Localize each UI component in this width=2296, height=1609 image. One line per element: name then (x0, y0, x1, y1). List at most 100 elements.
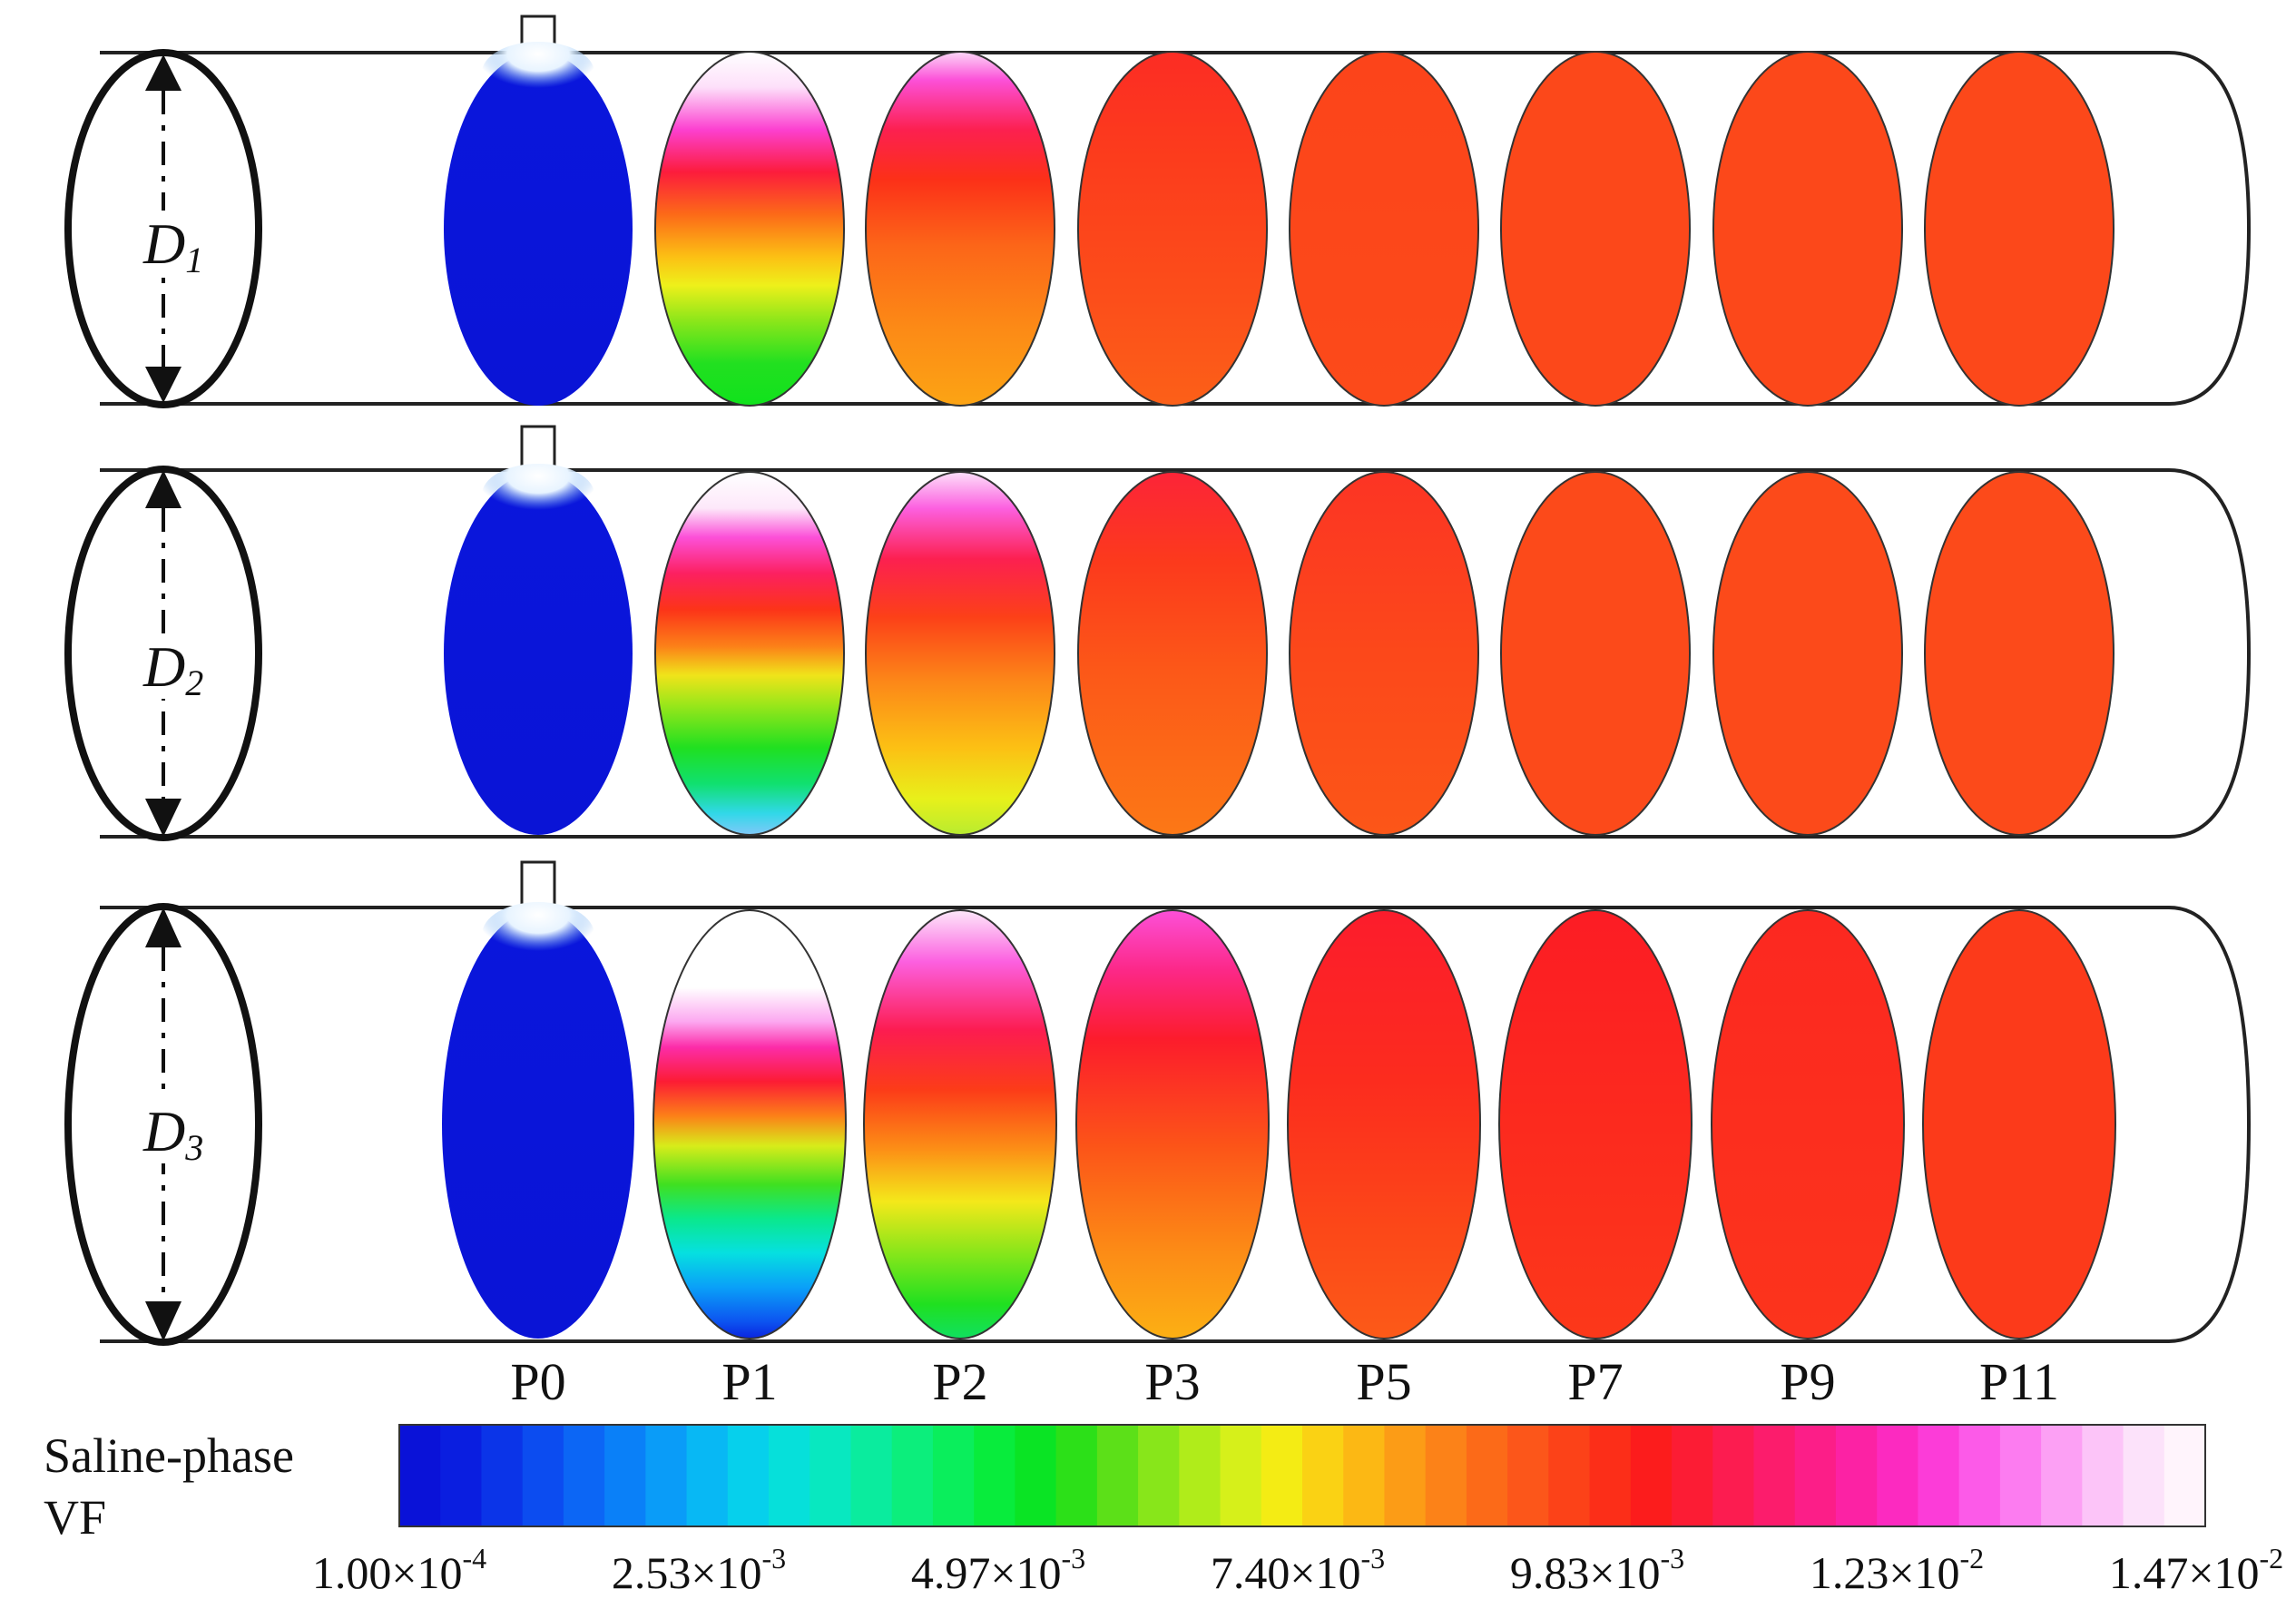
colorbar-swatch (1835, 1425, 1878, 1526)
position-label: P7 (1567, 1352, 1623, 1411)
legend-title-unit: VF (44, 1490, 106, 1545)
position-label: P3 (1144, 1352, 1200, 1411)
section-p5 (1289, 471, 1479, 836)
colorbar-swatch (1384, 1425, 1427, 1526)
colorbar-swatch (2164, 1425, 2206, 1526)
colorbar-swatch (563, 1425, 605, 1526)
colorbar-swatch (1261, 1425, 1303, 1526)
arrow-head-up (145, 470, 182, 508)
position-label: P2 (932, 1352, 987, 1411)
pipe-diameter-label: D1 (142, 211, 203, 280)
colorbar-swatch (645, 1425, 688, 1526)
section-p9 (1712, 471, 1903, 836)
section-p3 (1077, 471, 1268, 836)
colorbar-swatch (850, 1425, 893, 1526)
position-label: P9 (1780, 1352, 1835, 1411)
colorbar-swatch (1630, 1425, 1673, 1526)
pipe-diameter-label: D2 (142, 634, 203, 703)
section-p5 (1289, 51, 1479, 407)
colorbar-swatch (481, 1425, 524, 1526)
pipe-d3: D3 (64, 860, 2252, 1346)
position-labels: P0 P1 P2 P3 P5 P7 P9 P11 (510, 1352, 2059, 1411)
section-p11 (1924, 471, 2114, 836)
colorbar-swatch (1507, 1425, 1549, 1526)
colorbar-swatch (399, 1425, 441, 1526)
pipe-end-cap (2168, 468, 2252, 839)
colorbar-swatch (1589, 1425, 1632, 1526)
arrow-head-up (145, 908, 182, 947)
section-p2 (865, 51, 1055, 407)
colorbar-tick-label: 1.00×10-4 (312, 1542, 486, 1598)
section-p3 (1077, 51, 1268, 407)
colorbar-swatch (769, 1425, 810, 1526)
pipe-end-cap (2168, 906, 2252, 1343)
pipe-end-cap (2168, 51, 2252, 406)
colorbar (399, 1425, 2206, 1526)
section-p1 (654, 471, 845, 836)
colorbar-swatch (1220, 1425, 1262, 1526)
legend-title: Saline-phase (44, 1428, 294, 1483)
pipe-d2: D2 (64, 425, 2252, 841)
colorbar-swatch (1015, 1425, 1057, 1526)
colorbar-tick-label: 1.23×10-2 (1810, 1542, 1984, 1598)
colorbar-swatch (1055, 1425, 1098, 1526)
colorbar-swatch (727, 1425, 770, 1526)
colorbar-swatch (891, 1425, 934, 1526)
colorbar-frame (398, 1424, 2206, 1527)
section-p7 (1498, 909, 1693, 1339)
arrow-head-down (145, 367, 182, 403)
colorbar-swatch (2123, 1425, 2165, 1526)
pipe-diameter-label: D3 (142, 1099, 203, 1168)
colorbar-swatch (1918, 1425, 1960, 1526)
position-label: P0 (510, 1352, 565, 1411)
colorbar-swatch (440, 1425, 483, 1526)
section-p1 (652, 909, 847, 1339)
pipe-d1: D1 (64, 15, 2252, 408)
position-label: P11 (1979, 1352, 2059, 1411)
colorbar-swatch (1179, 1425, 1222, 1526)
section-p5 (1287, 909, 1481, 1339)
section-p9 (1711, 909, 1905, 1339)
colorbar-swatch (1466, 1425, 1508, 1526)
arrow-head-down (145, 799, 182, 837)
position-label: P5 (1356, 1352, 1411, 1411)
colorbar-swatch (1096, 1425, 1139, 1526)
position-label: P1 (721, 1352, 777, 1411)
section-p9 (1712, 51, 1903, 407)
section-p7 (1500, 51, 1691, 407)
colorbar-swatch (1425, 1425, 1467, 1526)
section-p11 (1924, 51, 2114, 407)
section-p3 (1075, 909, 1270, 1339)
colorbar-swatch (809, 1425, 852, 1526)
colorbar-swatch (1712, 1425, 1755, 1526)
colorbar-swatch (1999, 1425, 2042, 1526)
section-p1 (654, 51, 845, 407)
section-p0 (444, 52, 633, 406)
section-p2 (865, 471, 1055, 836)
colorbar-tick-label: 4.97×10-3 (911, 1542, 1085, 1598)
colorbar-tick-label: 7.40×10-3 (1211, 1542, 1385, 1598)
colorbar-swatch (604, 1425, 646, 1526)
section-p7 (1500, 471, 1691, 836)
colorbar-swatch (1302, 1425, 1344, 1526)
colorbar-swatch (2082, 1425, 2124, 1526)
colorbar-swatch (1753, 1425, 1796, 1526)
colorbar-tick-label: 1.47×10-2 (2109, 1542, 2283, 1598)
section-p0 (442, 910, 634, 1339)
colorbar-swatch (1672, 1425, 1713, 1526)
saline-inlet-nozzle (520, 860, 556, 911)
colorbar-tick-label: 2.53×10-3 (612, 1542, 786, 1598)
colorbar-swatch (1877, 1425, 1919, 1526)
section-p2 (863, 909, 1057, 1339)
colorbar-swatch (1138, 1425, 1180, 1526)
colorbar-swatch (1958, 1425, 2001, 1526)
colorbar-swatch (1548, 1425, 1591, 1526)
colorbar-swatch (932, 1425, 975, 1526)
arrow-head-down (145, 1301, 182, 1341)
section-p11 (1922, 909, 2116, 1339)
colorbar-tick-labels: 1.00×10-4 2.53×10-3 4.97×10-3 7.40×10-3 9.83… (312, 1542, 2283, 1598)
colorbar-swatch (686, 1425, 729, 1526)
colorbar-swatch (2041, 1425, 2083, 1526)
colorbar-swatch (522, 1425, 564, 1526)
